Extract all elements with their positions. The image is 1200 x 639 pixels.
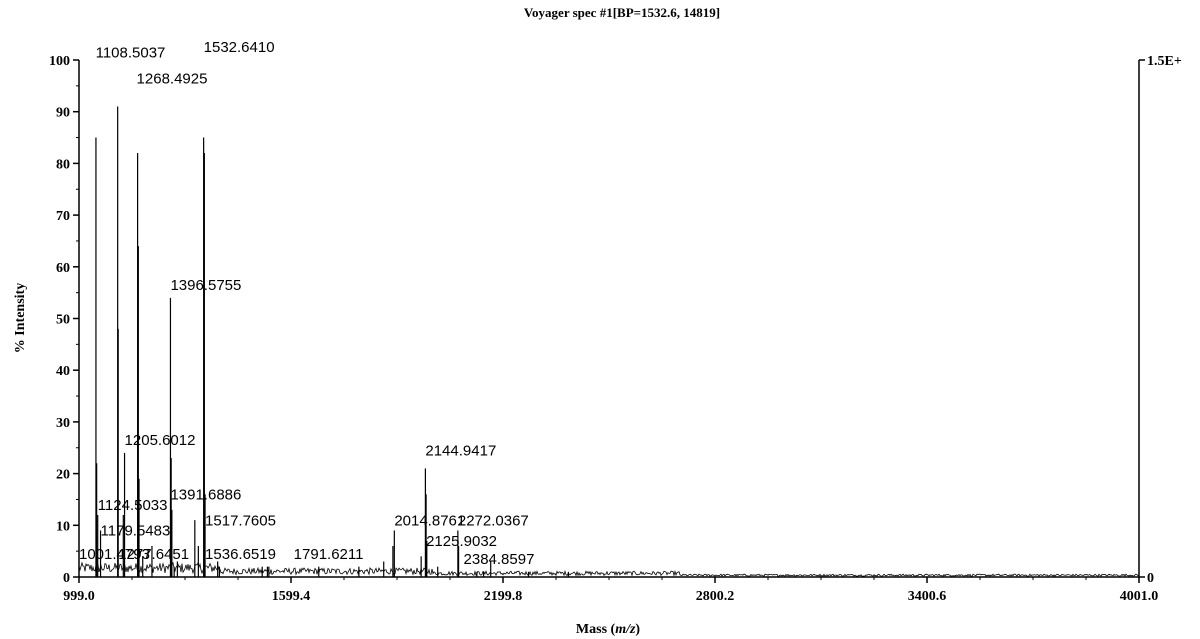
peak-annotation: 1108.5037	[96, 44, 166, 61]
peak-annotation: 2384.8597	[464, 551, 535, 568]
y-tick-label: 10	[56, 519, 70, 534]
x-tick-label: 999.0	[63, 589, 95, 604]
x-tick-label: 1599.4	[272, 589, 311, 604]
baseline-noise	[78, 561, 1140, 577]
x-axis-ticks: 999.0 1599.4 2199.8 2800.2 3400.6 4001.0	[63, 577, 1158, 604]
y-axis-label: % Intensity	[13, 283, 28, 353]
x-tick-label: 4001.0	[1120, 589, 1159, 604]
y-tick-label: 70	[56, 209, 70, 224]
y-tick-label: 30	[56, 416, 70, 431]
y-tick-label: 60	[56, 261, 70, 276]
peak-annotation: 1532.6410	[204, 39, 275, 56]
peak-annotation: 2144.9417	[425, 443, 496, 460]
peak-annotation: 1179.5483	[101, 523, 171, 540]
x-tick-label: 3400.6	[908, 589, 947, 604]
peak-annotation: 1536.6519	[205, 546, 276, 563]
y-tick-label: 80	[56, 157, 70, 172]
peak-annotation: 1268.4925	[137, 70, 208, 87]
x-tick-label: 2199.8	[484, 589, 523, 604]
peak-annotation: 1517.7605	[205, 512, 276, 529]
right-axis-label-bottom: 0	[1147, 571, 1154, 586]
x-axis-label-unit: m/z	[615, 622, 636, 637]
peak-annotation: 1396.5755	[170, 277, 241, 294]
peak-annotation: 1277.6451	[118, 546, 189, 563]
peak-annotation: 1124.5033	[98, 497, 168, 514]
peak-annotation: 2014.8761	[394, 512, 465, 529]
x-axis-label-end: )	[635, 622, 640, 637]
y-tick-label: 0	[63, 571, 70, 586]
y-tick-label: 20	[56, 468, 70, 483]
right-axis-label-top: 1.5E+	[1147, 54, 1182, 69]
x-axis-label-main: Mass (	[576, 622, 616, 637]
y-tick-label: 90	[56, 106, 70, 121]
peak-annotation: 2125.9032	[426, 533, 497, 550]
peak-annotations: 1108.5037 1532.6410 1268.4925 1396.5755 1205…	[79, 39, 534, 568]
peak-annotation: 1791.6211	[294, 546, 364, 563]
peak-annotation: 1205.6012	[125, 432, 196, 449]
peak-annotation: 1001.4793	[79, 546, 150, 563]
y-axis-ticks: 0 10 20 30 40 50 60 70 80 90 100	[49, 54, 79, 586]
y-tick-label: 50	[56, 313, 70, 328]
y-tick-label: 40	[56, 364, 70, 379]
chart-title: Voyager spec #1[BP=1532.6, 14819]	[524, 5, 720, 20]
y-tick-label: 100	[49, 54, 70, 69]
x-axis-label: Mass (m/z)	[576, 622, 641, 637]
peak-annotation: 2272.0367	[458, 512, 529, 529]
plot-area	[78, 106, 1140, 577]
x-tick-label: 2800.2	[696, 589, 735, 604]
peak-annotation: 1391.6886	[170, 486, 241, 503]
peak-lines	[95, 106, 569, 577]
